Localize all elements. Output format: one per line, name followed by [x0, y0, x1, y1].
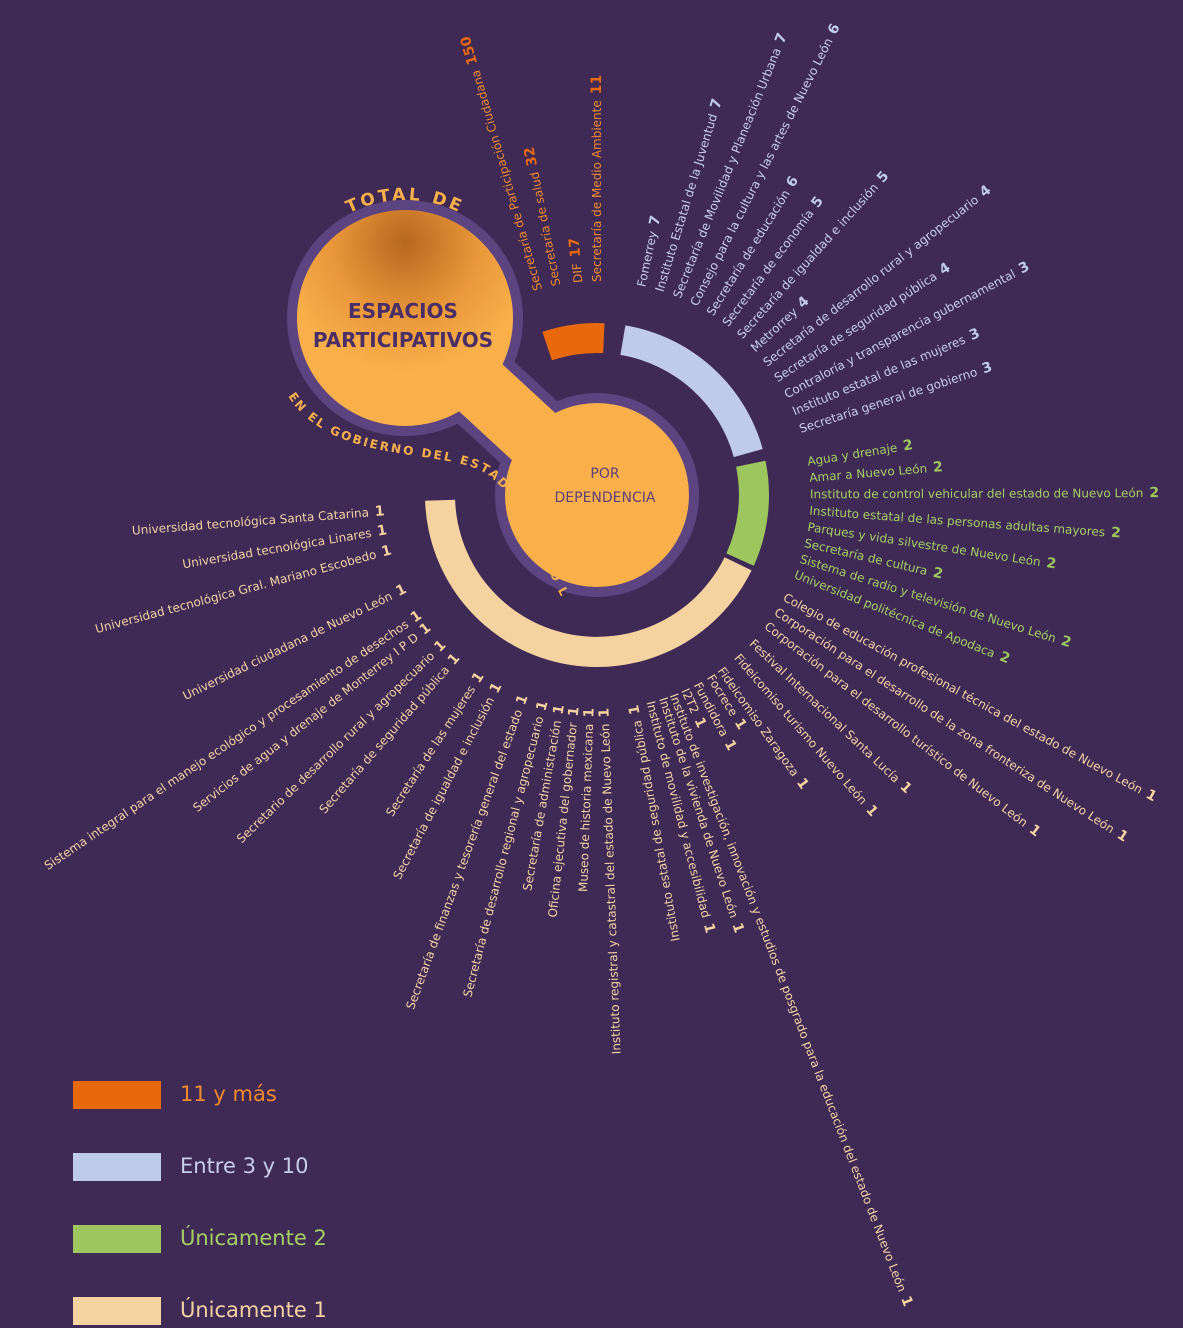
dependency-name: Secretaría de Medio Ambiente [590, 100, 604, 282]
dependency-value: 150 [458, 34, 482, 67]
dependency-value: 1 [729, 921, 747, 935]
group-arc [425, 499, 752, 668]
dependency-value: 1 [596, 708, 612, 718]
dependency-value: 11 [589, 75, 605, 94]
dependency-value: 1 [534, 699, 552, 712]
dependency-value: 1 [380, 542, 394, 560]
center-line: DEPENDENCIA [555, 490, 656, 506]
dependency-value: 1 [581, 708, 597, 718]
group-arc [726, 460, 769, 566]
center-line: POR [590, 466, 619, 482]
dependency-value: 1 [550, 703, 567, 715]
title-line: PARTICIPATIVOS [313, 328, 493, 352]
dependency-value: 2 [902, 437, 914, 454]
legend-label: Entre 3 y 10 [180, 1154, 308, 1178]
legend-label: Únicamente 1 [180, 1297, 327, 1322]
title-blob: ESPACIOS PARTICIPATIVOS POR DEPENDENCIA [287, 200, 699, 597]
dependency-value: 1 [376, 522, 388, 539]
dependency-value: 2 [1110, 525, 1121, 542]
dependency-label: Secretaría de Medio Ambiente 11 [589, 75, 605, 282]
title-line: ESPACIOS [348, 299, 458, 323]
dependency-label: Instituto de control vehicular del estad… [810, 485, 1159, 502]
blob-small [505, 403, 689, 587]
dependency-value: 7 [708, 97, 726, 111]
dependency-value: 2 [1149, 485, 1159, 501]
dependency-value: 2 [1059, 633, 1073, 651]
dependency-name: Museo de historia mexicana [576, 723, 596, 892]
dependency-value: 2 [1045, 555, 1057, 572]
group-arc [542, 323, 605, 361]
dependency-name: Instituto de control vehicular del estad… [810, 486, 1143, 501]
legend-swatch [73, 1297, 161, 1325]
legend-swatch [73, 1153, 161, 1181]
dependency-value: 2 [931, 565, 944, 583]
group-arc [620, 325, 763, 458]
dependency-label: DIF 17 [566, 237, 586, 283]
legend-swatch [73, 1081, 161, 1109]
dependency-value: 1 [374, 503, 385, 520]
dependency-value: 1 [626, 703, 643, 715]
dependency-value: 1 [566, 706, 583, 717]
dependency-label: Museo de historia mexicana 1 [575, 708, 597, 893]
dependency-name: DIF [569, 263, 585, 284]
legend: 11 y más Entre 3 y 10 Únicamente 2 Únicamen… [73, 1081, 327, 1325]
dependency-value: 7 [647, 214, 665, 227]
dependency-value: 3 [980, 359, 994, 377]
legend-swatch [73, 1225, 161, 1253]
legend-label: Únicamente 2 [180, 1225, 327, 1250]
dependency-value: 32 [522, 145, 541, 167]
dependency-value: 1 [700, 921, 718, 934]
dependency-value: 17 [566, 237, 584, 258]
ring [425, 323, 769, 668]
legend-label: 11 y más [180, 1082, 277, 1106]
blob-large [297, 210, 513, 426]
dependency-value: 2 [932, 459, 943, 476]
